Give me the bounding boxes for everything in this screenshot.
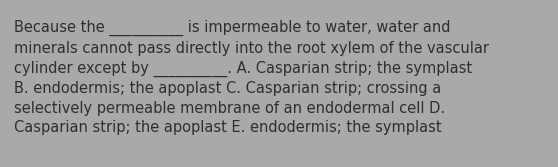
- Text: Because the __________ is impermeable to water, water and
minerals cannot pass d: Because the __________ is impermeable to…: [14, 20, 489, 135]
